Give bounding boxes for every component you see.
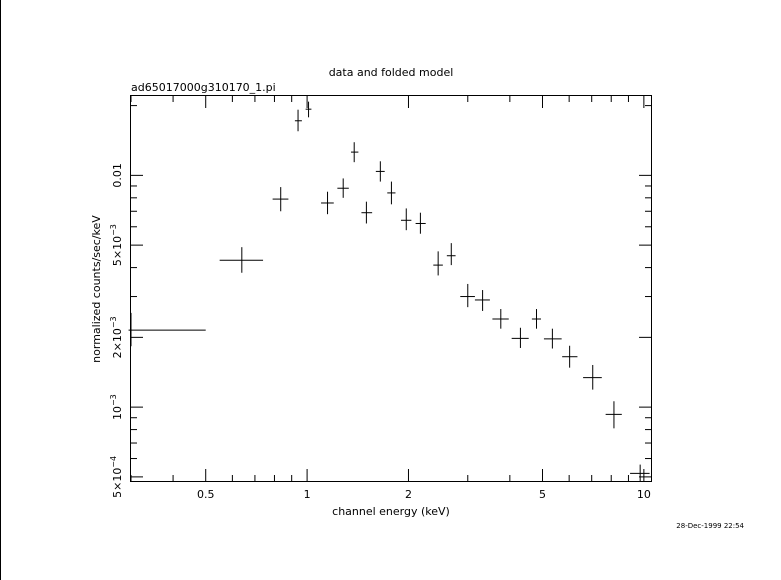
data-point [272,187,289,212]
data-series [128,101,650,481]
chart-subtitle: ad65017000g310170_1.pi [131,81,276,94]
plot-frame [130,95,652,482]
x-axis-label: channel energy (keV) [332,505,450,518]
data-point [400,208,412,231]
data-point [605,401,622,429]
y-axis-tick-labels: 5×10−4 10−3 2×10−3 5×10−3 0.01 [109,163,124,498]
data-point [375,161,385,182]
x-tick-label: 1 [304,488,311,501]
data-point [583,364,602,390]
data-point [321,191,334,215]
x-tick-label: 0.5 [197,488,215,501]
y-tick-label: 5×10−3 [109,224,124,266]
timestamp: 28-Dec-1999 22:54 [676,522,744,530]
x-tick-label: 10 [637,488,651,501]
data-point [630,464,650,481]
data-point [531,309,542,329]
data-point [337,178,349,198]
chart-title: data and folded model [329,66,454,79]
y-axis-label: normalized counts/sec/keV [90,215,103,363]
x-tick-label: 2 [405,488,412,501]
data-point [361,201,373,224]
x-axis-ticks [130,96,645,481]
data-point [433,251,443,276]
data-point [350,142,359,163]
data-point [460,283,475,308]
x-axis-tick-labels: 0.5 1 2 5 10 [197,488,651,501]
y-tick-label: 0.01 [111,163,124,188]
data-point [446,243,456,266]
data-point [294,109,302,132]
data-point [305,101,312,118]
x-tick-label: 5 [539,488,546,501]
data-point [511,327,529,348]
data-point [492,309,509,329]
y-tick-label: 5×10−4 [109,456,124,498]
y-tick-label: 10−3 [109,394,124,420]
data-point [415,212,426,234]
y-axis-ticks [131,105,651,478]
data-point [543,328,562,349]
data-point [562,345,578,368]
y-tick-label: 2×10−3 [109,316,124,358]
data-point [219,247,264,273]
data-point [128,312,206,347]
data-point [387,181,396,205]
data-point [474,290,490,311]
